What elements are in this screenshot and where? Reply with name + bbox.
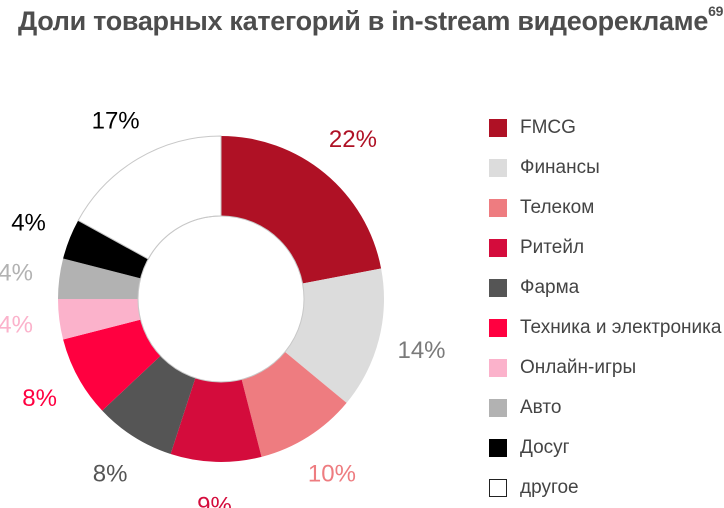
data-label-другое: 17% (92, 107, 140, 134)
legend-item-техника-и-электроника: Техника и электроника (489, 308, 721, 348)
legend-item-фарма: Фарма (489, 268, 721, 308)
data-label-ритейл: 9% (197, 492, 232, 508)
data-label-fmcg: 22% (329, 126, 377, 153)
legend-swatch (489, 479, 507, 497)
legend-item-другое: другое (489, 468, 721, 508)
legend-label: Досуг (520, 437, 570, 458)
legend-item-ритейл: Ритейл (489, 228, 721, 268)
legend-label: Ритейл (520, 237, 585, 258)
legend-label: Авто (520, 397, 562, 418)
legend-item-онлайн-игры: Онлайн-игры (489, 348, 721, 388)
legend-label: Телеком (520, 197, 595, 218)
legend-item-телеком: Телеком (489, 188, 721, 228)
data-label-техника-и-электроника: 8% (22, 385, 57, 412)
legend-swatch (489, 159, 507, 177)
data-label-онлайн-игры: 4% (0, 311, 33, 338)
slice-техника-и-электроника (63, 319, 161, 411)
legend-swatch (489, 239, 507, 257)
legend-item-авто: Авто (489, 388, 721, 428)
legend-swatch (489, 359, 507, 377)
legend-item-финансы: Финансы (489, 148, 721, 188)
legend-label: Фарма (520, 277, 580, 298)
donut-hole-outline (137, 215, 305, 383)
legend-swatch (489, 439, 507, 457)
chart-legend: FMCG Финансы Телеком Ритейл Фарма Техника и э… (489, 108, 721, 508)
legend-swatch (489, 279, 507, 297)
chart-title: Доли товарных категорий в in-stream виде… (18, 3, 724, 37)
slice-ритейл (170, 377, 262, 462)
legend-label: Финансы (520, 157, 600, 178)
slice-фарма (102, 355, 196, 455)
title-footnote-ref: 69 (708, 3, 724, 19)
legend-item-fmcg: FMCG (489, 108, 721, 148)
data-label-телеком: 10% (308, 460, 356, 487)
chart-title-text: Доли товарных категорий в in-stream виде… (18, 6, 709, 36)
slice-fmcg (221, 136, 382, 284)
legend-label: Техника и электроника (520, 317, 722, 338)
legend-label: FMCG (520, 117, 576, 138)
legend-swatch (489, 319, 507, 337)
data-label-финансы: 14% (397, 337, 445, 364)
legend-label: другое (520, 477, 579, 498)
legend-swatch (489, 119, 507, 137)
slice-финансы (284, 268, 384, 403)
slice-телеком (241, 351, 347, 457)
data-label-фарма: 8% (93, 460, 128, 487)
data-label-авто: 4% (0, 260, 33, 287)
slice-досуг (63, 220, 149, 279)
slice-онлайн-игры (58, 299, 141, 340)
legend-item-досуг: Досуг (489, 428, 721, 468)
legend-swatch (489, 399, 507, 417)
data-label-досуг: 4% (11, 209, 46, 236)
legend-swatch (489, 199, 507, 217)
slice-авто (58, 258, 141, 299)
legend-label: Онлайн-игры (520, 357, 637, 378)
